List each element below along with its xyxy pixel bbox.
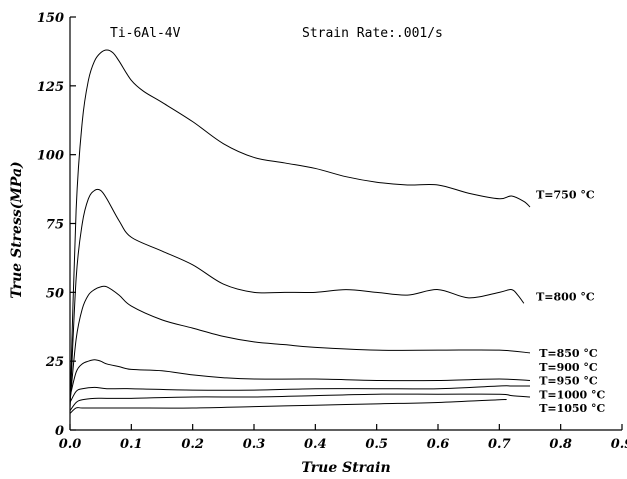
x-tick-label: 0.9 bbox=[611, 437, 627, 452]
series-label-0: T=750 °C bbox=[536, 189, 595, 202]
x-tick-label: 0.0 bbox=[59, 437, 82, 452]
x-tick-label: 0.8 bbox=[549, 437, 572, 452]
series-label-2: T=850 °C bbox=[539, 347, 598, 360]
y-tick-label: 25 bbox=[45, 355, 64, 370]
ticks: 0.0 0.1 0.2 0.3 0.4 0.5 0.6 0.7 0.8 0.9 0 25 50 75 100… bbox=[37, 11, 627, 452]
series-line-2 bbox=[69, 285, 531, 403]
y-tick-label: 100 bbox=[37, 149, 64, 164]
x-tick-label: 0.6 bbox=[427, 437, 450, 452]
series-label-1: T=800 °C bbox=[536, 291, 595, 304]
x-tick-label: 0.5 bbox=[365, 437, 388, 452]
series-line-1 bbox=[69, 188, 525, 408]
material-annotation: Ti-6Al-4V bbox=[110, 26, 181, 41]
x-tick-label: 0.3 bbox=[243, 437, 266, 452]
y-tick-label: 50 bbox=[46, 286, 64, 301]
series-label-3: T=900 °C bbox=[539, 361, 598, 374]
x-tick-label: 0.7 bbox=[488, 437, 511, 452]
series-labels: T=750 °C T=800 °C T=850 °CT=900 °CT=950 °C… bbox=[536, 189, 605, 415]
series-line-3 bbox=[69, 359, 531, 398]
series-line-0 bbox=[69, 49, 531, 408]
y-tick-label: 150 bbox=[37, 11, 64, 26]
series-label-4: T=950 °C bbox=[539, 375, 598, 388]
y-axis-title: True Stress(MPa) bbox=[9, 161, 25, 298]
x-tick-label: 0.2 bbox=[181, 437, 204, 452]
series-line-6 bbox=[69, 399, 507, 414]
y-tick-label: 0 bbox=[55, 424, 64, 439]
strain-rate-annotation: Strain Rate:.001/s bbox=[302, 26, 443, 41]
x-tick-label: 0.4 bbox=[304, 437, 327, 452]
series-line-5 bbox=[69, 393, 531, 412]
series-label-5: T=1000 °C bbox=[539, 388, 605, 401]
y-tick-label: 125 bbox=[37, 80, 64, 95]
series-label-6: T=1050 °C bbox=[539, 402, 605, 415]
series-line-4 bbox=[69, 385, 530, 403]
y-tick-label: 75 bbox=[46, 218, 64, 233]
series-lines bbox=[69, 49, 531, 414]
x-axis-title: True Strain bbox=[301, 460, 390, 476]
x-tick-label: 0.1 bbox=[120, 437, 143, 452]
